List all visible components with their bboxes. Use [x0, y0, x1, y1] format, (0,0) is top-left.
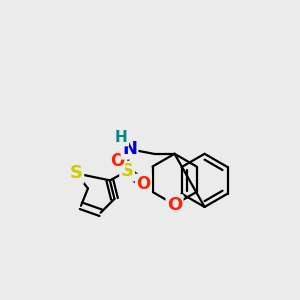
- Text: O: O: [136, 175, 151, 193]
- Text: O: O: [167, 196, 182, 214]
- Text: S: S: [121, 162, 134, 180]
- Text: O: O: [110, 152, 124, 170]
- Text: H: H: [115, 130, 128, 145]
- Text: S: S: [70, 164, 83, 182]
- Text: N: N: [122, 140, 137, 158]
